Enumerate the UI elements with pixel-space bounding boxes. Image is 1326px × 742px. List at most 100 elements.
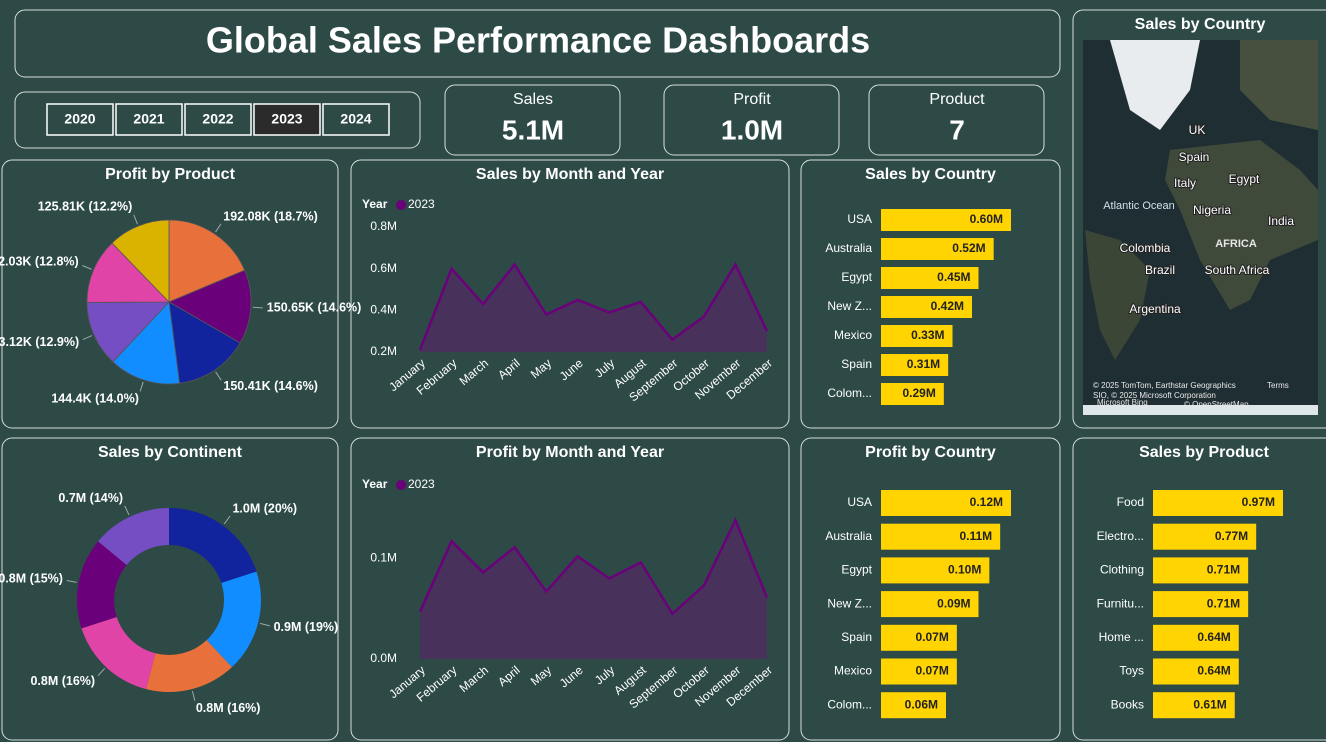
value-label: 0.64M (1197, 630, 1230, 644)
y-tick-label: 0.2M (370, 344, 397, 358)
chart-title: Profit by Country (865, 444, 996, 461)
chart-title: Profit by Product (105, 166, 235, 183)
slice (98, 508, 169, 565)
map-attribution: © 2025 TomTom, Earthstar Geographics (1093, 381, 1236, 390)
map-attribution: SIO, © 2025 Microsoft Corporation (1093, 391, 1216, 400)
map-attribution[interactable]: Terms (1267, 381, 1289, 390)
category-label: Mexico (834, 664, 872, 678)
year-label[interactable]: 2024 (340, 111, 371, 127)
slice-label: 0.8M (16%) (196, 701, 261, 715)
slice (206, 571, 261, 668)
value-label: 0.60M (970, 212, 1003, 226)
kpi-label: Sales (513, 91, 553, 108)
year-button[interactable] (115, 103, 183, 136)
category-label: Toys (1119, 664, 1144, 678)
bar (881, 490, 1011, 516)
kpi-card (663, 84, 840, 156)
value-label: 0.97M (1242, 495, 1275, 509)
dashboard-title: Global Sales Performance Dashboards (206, 20, 870, 61)
slice (86, 242, 170, 303)
map-label: Colombia (1120, 241, 1171, 255)
category-label: New Z... (827, 596, 872, 610)
year-label[interactable]: 2022 (202, 111, 233, 127)
slice-label: 0.7M (14%) (58, 491, 123, 505)
value-label: 0.61M (1193, 697, 1226, 711)
y-tick-label: 0.8M (370, 219, 397, 233)
slice-label: 0.8M (15%) (0, 571, 63, 585)
slice-label: 125.81K (12.2%) (38, 200, 133, 214)
bar (881, 267, 979, 289)
leader-line (133, 214, 138, 225)
y-tick-label: 0.6M (370, 261, 397, 275)
category-label: Colom... (827, 386, 872, 400)
landmass (1110, 40, 1200, 130)
leader-line (97, 668, 106, 677)
leader-line (215, 371, 222, 381)
year-label[interactable]: 2021 (133, 111, 164, 127)
panel (800, 437, 1061, 741)
year-label[interactable]: 2023 (271, 111, 302, 127)
value-label: 0.10M (948, 563, 981, 577)
year-button[interactable] (46, 103, 114, 136)
value-label: 0.09M (937, 596, 970, 610)
y-tick-label: 0.0M (370, 651, 397, 665)
y-tick-label: 0.4M (370, 303, 397, 317)
map-label: Nigeria (1193, 203, 1231, 217)
bar (881, 692, 946, 719)
value-label: 0.64M (1197, 664, 1230, 678)
map-region: Atlantic Ocean (1103, 200, 1175, 212)
y-tick-label: 0.1M (370, 551, 397, 565)
map-label: South Africa (1205, 263, 1270, 277)
bar (1153, 557, 1249, 584)
category-label: Furnitu... (1097, 596, 1144, 610)
leader-line (139, 381, 144, 392)
area (420, 264, 767, 352)
bar (881, 209, 1011, 231)
panel (1, 159, 339, 429)
map-label: UK (1189, 123, 1206, 137)
category-label: Clothing (1100, 563, 1144, 577)
map-attribution: © OpenStreetMap (1184, 400, 1249, 409)
bar (1153, 523, 1257, 550)
bar (1153, 490, 1283, 516)
kpi-label: Profit (733, 91, 771, 108)
legend-marker (396, 480, 406, 490)
value-label: 0.11M (959, 529, 992, 543)
slicer-panel (14, 91, 421, 149)
leader-line (82, 265, 92, 270)
year-label[interactable]: 2020 (64, 111, 95, 127)
map-label: Spain (1179, 150, 1210, 164)
slice-label: 0.9M (19%) (274, 620, 339, 634)
map-label: India (1268, 214, 1294, 228)
bar (1153, 591, 1249, 618)
panel (1, 437, 339, 741)
slice-label: 192.08K (18.7%) (223, 209, 318, 223)
legend-title: Year (362, 477, 388, 491)
leader-line (259, 622, 270, 627)
slice (168, 219, 246, 303)
value-label: 0.71M (1207, 563, 1240, 577)
category-label: New Z... (827, 299, 872, 313)
leader-line (215, 223, 222, 233)
year-button[interactable] (184, 103, 252, 136)
landmass (1085, 230, 1150, 360)
legend-label: 2023 (408, 477, 435, 491)
chart-title: Sales by Country (865, 166, 996, 183)
bar (881, 624, 957, 651)
line (418, 261, 769, 351)
slice-label: 150.65K (14.6%) (267, 301, 362, 315)
value-label: 0.71M (1207, 596, 1240, 610)
kpi-card (868, 84, 1045, 156)
category-label: Food (1117, 495, 1144, 509)
value-label: 0.12M (970, 495, 1003, 509)
year-button[interactable] (322, 103, 390, 136)
bar (1153, 692, 1235, 719)
bar (1153, 624, 1239, 651)
legend-title: Year (362, 197, 388, 211)
slice-label: 133.12K (12.9%) (0, 335, 79, 349)
category-label: USA (847, 212, 872, 226)
year-button[interactable] (253, 103, 321, 136)
bar (881, 523, 1001, 550)
leader-line (191, 690, 196, 701)
